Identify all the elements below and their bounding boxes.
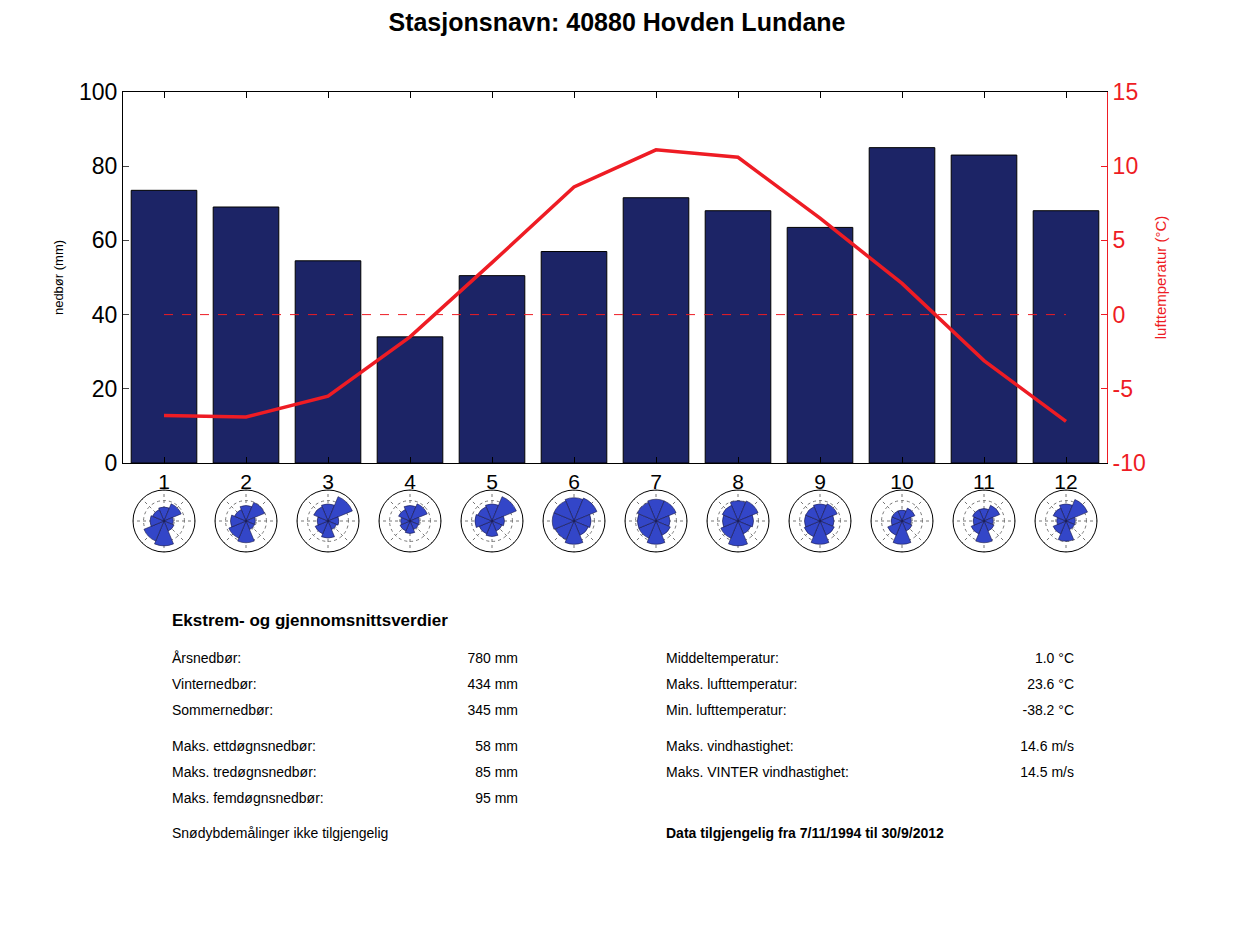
svg-text:0: 0 — [1113, 302, 1126, 328]
svg-text:lufttemperatur (°C): lufttemperatur (°C) — [1152, 216, 1169, 340]
html-text:Middeltemperatur:: Middeltemperatur: — [666, 650, 779, 666]
svg-text:4: 4 — [404, 470, 416, 493]
html-text:14.6 m/s: 14.6 m/s — [1020, 738, 1074, 754]
html-text:Data tilgjengelig fra 7/11/199: Data tilgjengelig fra 7/11/1994 til 30/9… — [666, 825, 944, 841]
html-text:Maks. femdøgnsnedbør:: Maks. femdøgnsnedbør: — [172, 790, 324, 806]
html-text:Snødybdemålinger ikke tilgjeng: Snødybdemålinger ikke tilgjengelig — [172, 825, 389, 841]
html-text:14.5 m/s: 14.5 m/s — [1020, 764, 1074, 780]
svg-text:2: 2 — [240, 470, 252, 493]
html-text:Maks. tredøgnsnedbør:: Maks. tredøgnsnedbør: — [172, 764, 317, 780]
html-text:Maks. vindhastighet:: Maks. vindhastighet: — [666, 738, 794, 754]
svg-text:20: 20 — [92, 376, 118, 402]
svg-text:-5: -5 — [1113, 376, 1133, 402]
svg-text:5: 5 — [1113, 227, 1126, 253]
svg-text:1: 1 — [158, 470, 170, 493]
html-text:Sommernedbør:: Sommernedbør: — [172, 702, 274, 718]
html-text:345 mm: 345 mm — [467, 702, 518, 718]
svg-text:5: 5 — [486, 470, 498, 493]
svg-text:0: 0 — [105, 450, 118, 476]
html-text:Ekstrem- og gjennomsnittsverdi: Ekstrem- og gjennomsnittsverdier — [172, 611, 448, 630]
html-text:Årsnedbør:: Årsnedbør: — [172, 650, 242, 666]
html-text:Min. lufttemperatur:: Min. lufttemperatur: — [666, 702, 787, 718]
svg-text:80: 80 — [92, 153, 118, 179]
svg-text:15: 15 — [1113, 79, 1139, 105]
svg-text:Stasjonsnavn: 40880 Hovden Lun: Stasjonsnavn: 40880 Hovden Lundane — [388, 8, 845, 36]
html-text:85 mm: 85 mm — [475, 764, 518, 780]
svg-text:10: 10 — [890, 470, 913, 493]
html-text:23.6 °C: 23.6 °C — [1027, 676, 1074, 692]
svg-text:9: 9 — [814, 470, 826, 493]
svg-text:10: 10 — [1113, 153, 1139, 179]
html-text:434 mm: 434 mm — [467, 676, 518, 692]
html-text:-38.2 °C: -38.2 °C — [1022, 702, 1074, 718]
svg-text:-10: -10 — [1113, 450, 1146, 476]
svg-text:3: 3 — [322, 470, 334, 493]
svg-text:nedbør (mm): nedbør (mm) — [51, 240, 66, 315]
html-text:95 mm: 95 mm — [475, 790, 518, 806]
html-text:Maks. lufttemperatur:: Maks. lufttemperatur: — [666, 676, 798, 692]
svg-text:100: 100 — [79, 79, 117, 105]
svg-text:40: 40 — [92, 302, 118, 328]
html-text:58 mm: 58 mm — [475, 738, 518, 754]
svg-text:12: 12 — [1054, 470, 1077, 493]
svg-text:6: 6 — [568, 470, 580, 493]
svg-text:11: 11 — [973, 470, 995, 493]
svg-text:7: 7 — [650, 470, 662, 493]
svg-text:8: 8 — [732, 470, 744, 493]
svg-text:60: 60 — [92, 227, 118, 253]
html-text:1.0 °C: 1.0 °C — [1034, 650, 1074, 666]
html-text:Maks. VINTER vindhastighet:: Maks. VINTER vindhastighet: — [666, 764, 849, 780]
html-text:Maks. ettdøgnsnedbør:: Maks. ettdøgnsnedbør: — [172, 738, 316, 754]
html-text:Vinternedbør:: Vinternedbør: — [172, 676, 257, 692]
html-text:780 mm: 780 mm — [467, 650, 518, 666]
